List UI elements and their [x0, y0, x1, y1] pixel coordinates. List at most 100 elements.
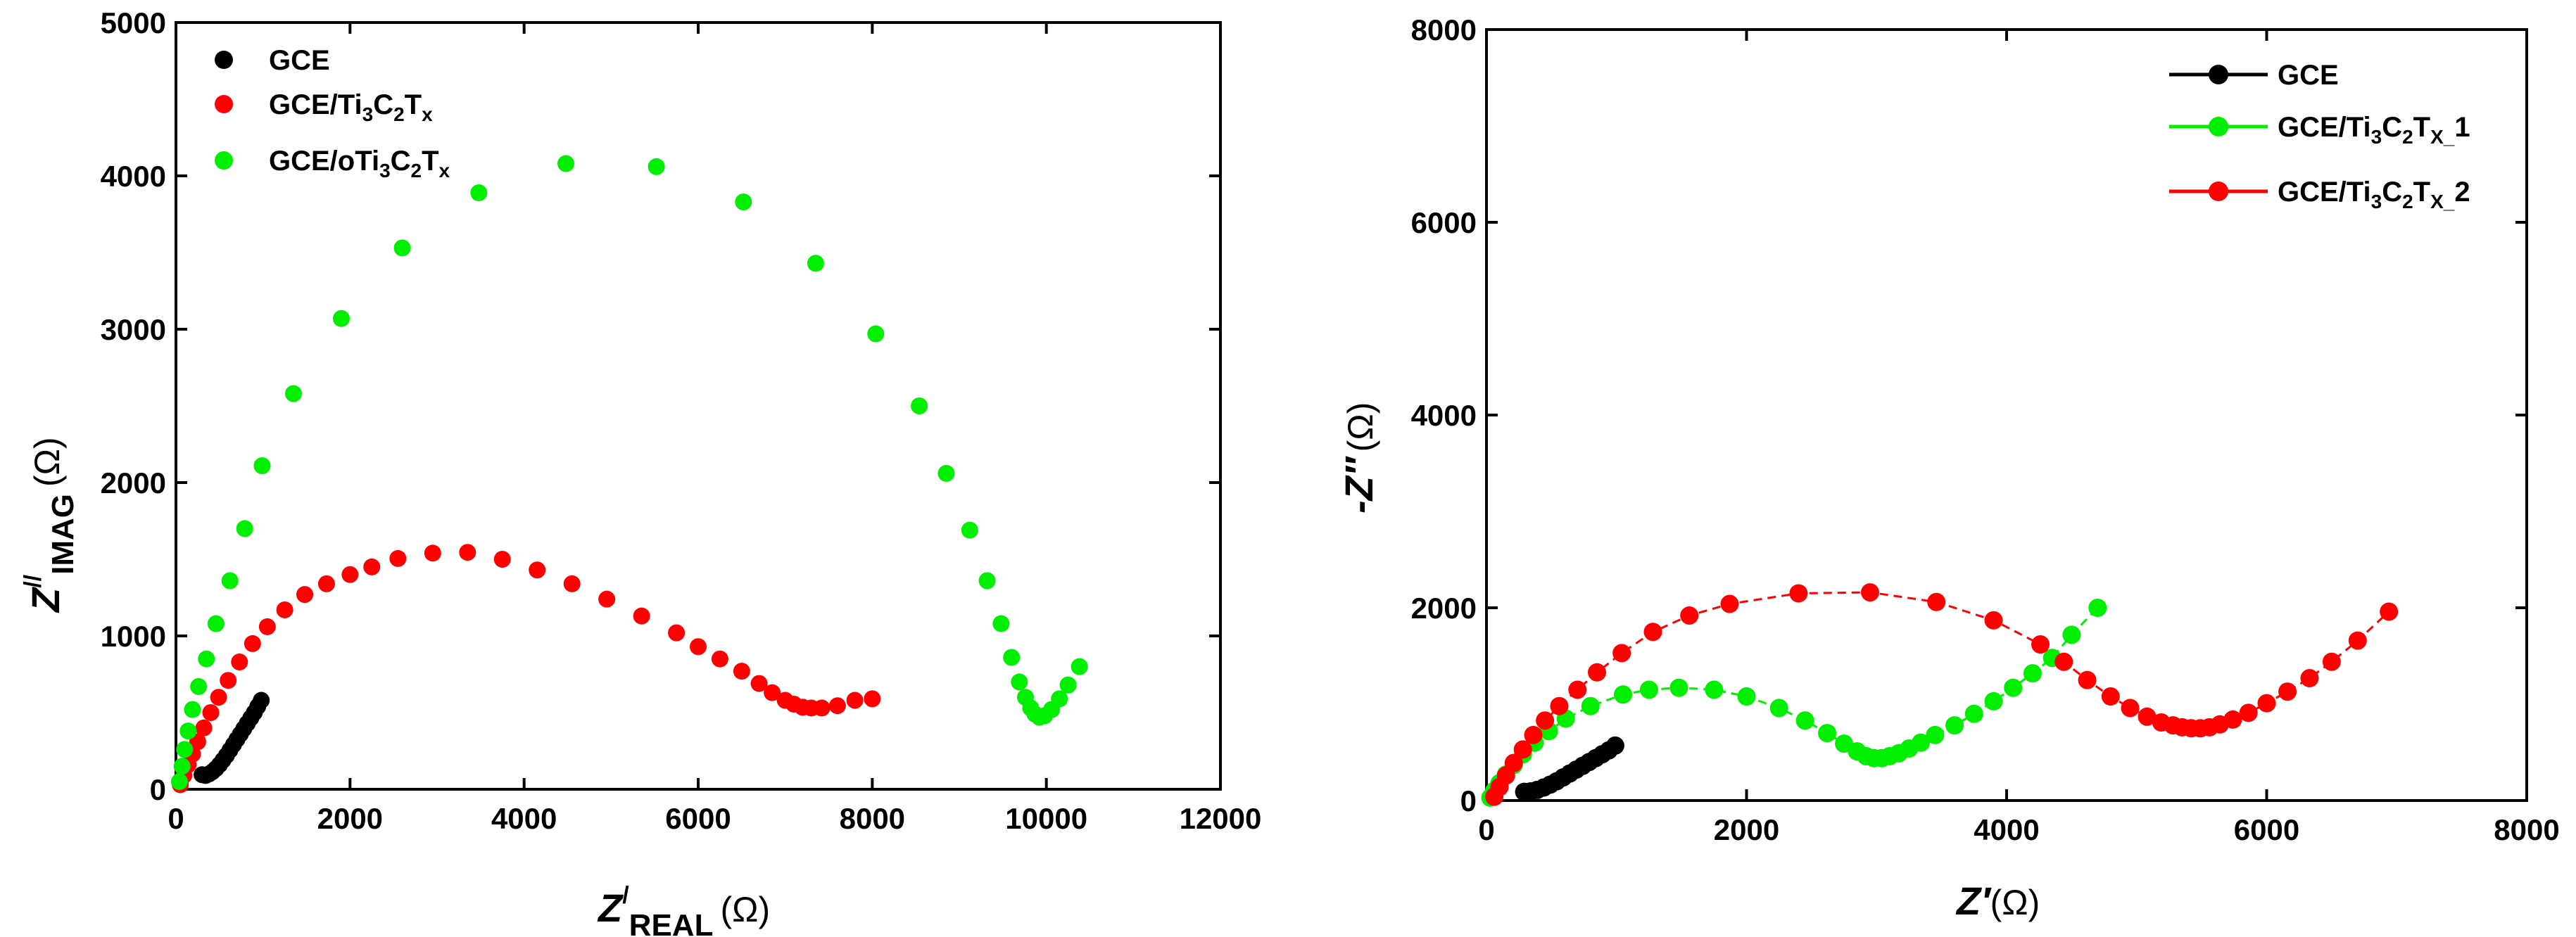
left-x-tick-label: 0 — [168, 802, 184, 835]
left-point-gce-oti3c2tx — [284, 385, 302, 402]
right-point-gce-ti3c2tx-2 — [2300, 669, 2319, 688]
right-point-gce-ti3c2tx-1 — [1964, 704, 1983, 723]
left-point-gce-ti3c2tx — [529, 561, 546, 579]
left-point-gce-ti3c2tx — [389, 549, 407, 567]
left-point-gce-oti3c2tx — [735, 193, 752, 211]
right-y-tick-label: 0 — [1460, 784, 1477, 817]
right-point-gce-ti3c2tx-2 — [1789, 584, 1808, 603]
right-point-gce-ti3c2tx-1 — [1945, 716, 1964, 735]
right-point-gce-ti3c2tx-2 — [1680, 606, 1699, 625]
right-point-gce-ti3c2tx-2 — [2322, 652, 2341, 671]
left-y-tick-label: 2000 — [101, 466, 166, 499]
chart-left: 0 2000 4000 6000 8000 10000 12000 0 1000… — [20, 6, 1261, 937]
left-point-gce-ti3c2tx — [846, 691, 864, 709]
left-point-gce-ti3c2tx — [424, 544, 441, 562]
legend-marker-ti3c2tx-2 — [2209, 181, 2228, 201]
right-point-gce-ti3c2tx-2 — [1927, 592, 1946, 611]
left-point-gce-oti3c2tx — [221, 572, 239, 589]
right-point-gce-ti3c2tx-2 — [1984, 611, 2003, 630]
left-y-tick-label: 1000 — [101, 620, 166, 653]
left-x-tick-label: 8000 — [840, 802, 905, 835]
right-point-gce-ti3c2tx-2 — [2078, 670, 2097, 689]
legend-marker-gce — [215, 51, 233, 69]
legend-marker-oti3c2tx — [215, 151, 233, 170]
legend-label-gce: GCE — [269, 45, 330, 76]
left-point-gce-ti3c2tx — [258, 618, 276, 635]
left-point-gce-oti3c2tx — [1059, 676, 1077, 694]
left-point-gce-oti3c2tx — [992, 615, 1010, 632]
left-point-gce-ti3c2tx — [459, 544, 476, 561]
left-point-gce-ti3c2tx — [733, 663, 750, 680]
left-point-gce-oti3c2tx — [470, 184, 488, 201]
right-x-tick-label: 6000 — [2234, 813, 2299, 846]
right-point-gce-ti3c2tx-1 — [1737, 687, 1756, 706]
left-point-gce-ti3c2tx — [598, 590, 616, 608]
left-point-gce-ti3c2tx — [341, 566, 359, 583]
left-point-gce-oti3c2tx — [1003, 649, 1021, 666]
left-point-gce-ti3c2tx — [864, 690, 881, 708]
right-point-gce-ti3c2tx-1 — [2088, 599, 2107, 617]
left-point-gce-oti3c2tx — [173, 758, 191, 775]
right-point-gce-ti3c2tx-1 — [1613, 685, 1632, 704]
left-point-gce-oti3c2tx — [911, 397, 928, 414]
right-data-points — [1481, 583, 2399, 807]
right-x-tick-label: 0 — [1478, 813, 1494, 846]
left-data-points — [170, 155, 1088, 793]
legend-label-ti3c2tx-2: GCE/Ti3C2TX_2 — [2278, 177, 2470, 212]
left-x-tick-label: 10000 — [1005, 802, 1087, 835]
left-point-gce-oti3c2tx — [978, 572, 996, 589]
left-point-gce-ti3c2tx — [363, 558, 381, 575]
left-point-gce-ti3c2tx — [296, 586, 314, 604]
left-x-tick-label: 12000 — [1180, 802, 1262, 835]
left-point-gce-ti3c2tx — [220, 672, 237, 689]
left-point-gce-oti3c2tx — [179, 722, 197, 740]
chart-right: 0 2000 4000 6000 8000 0 2000 4000 6000 8… — [1337, 13, 2560, 923]
left-point-gce-oti3c2tx — [867, 325, 885, 343]
right-point-gce-ti3c2tx-1 — [1926, 725, 1945, 744]
left-point-gce-ti3c2tx — [244, 635, 261, 652]
right-point-gce-ti3c2tx-1 — [1818, 724, 1837, 743]
left-point-gce-oti3c2tx — [648, 158, 665, 175]
right-point-gce-ti3c2tx-2 — [2239, 703, 2258, 722]
right-x-tick-label: 4000 — [1974, 813, 2039, 846]
right-point-gce-ti3c2tx-2 — [1504, 753, 1523, 772]
left-x-tick-label: 6000 — [665, 802, 731, 835]
left-point-gce-oti3c2tx — [393, 239, 411, 257]
right-point-gce-ti3c2tx-2 — [1568, 680, 1587, 699]
right-point-gce-ti3c2tx-1 — [2023, 664, 2042, 683]
right-point-gce-ti3c2tx-2 — [2054, 652, 2073, 671]
left-y-axis-title: Z//IMAG(Ω) — [20, 437, 80, 613]
left-point-gce-oti3c2tx — [961, 521, 978, 539]
left-point-gce-ti3c2tx — [195, 719, 213, 737]
legend-label-oti3c2tx: GCE/oTi3C2Tx — [269, 146, 450, 181]
left-point-gce-oti3c2tx — [807, 255, 824, 272]
right-point-gce-ti3c2tx-1 — [1984, 691, 2003, 710]
left-point-gce-ti3c2tx — [276, 601, 293, 618]
right-y-tick-labels: 0 2000 4000 6000 8000 — [1411, 13, 1477, 817]
left-y-tick-label: 5000 — [101, 6, 166, 39]
right-point-gce-ti3c2tx-1 — [1769, 699, 1788, 718]
left-point-gce-oti3c2tx — [253, 457, 271, 475]
left-y-tick-label: 4000 — [101, 160, 166, 193]
left-point-gce-oti3c2tx — [198, 650, 215, 668]
left-point-gce-oti3c2tx — [170, 773, 188, 791]
left-point-gce-ti3c2tx — [813, 699, 831, 717]
left-point-gce-ti3c2tx — [668, 624, 686, 642]
legend-label-gce: GCE — [2278, 60, 2339, 91]
right-point-gce-ti3c2tx-2 — [2380, 602, 2399, 621]
legend-marker-ti3c2tx-1 — [2209, 117, 2228, 136]
right-point-gce-ti3c2tx-2 — [1550, 696, 1569, 715]
left-point-gce-oti3c2tx — [1071, 658, 1088, 675]
legend-label-ti3c2tx: GCE/Ti3C2Tx — [269, 89, 433, 125]
right-point-gce-ti3c2tx-1 — [1581, 696, 1600, 715]
right-point-gce-ti3c2tx-1 — [2004, 678, 2023, 697]
left-point-gce-ti3c2tx — [210, 689, 227, 706]
left-point-gce-oti3c2tx — [176, 741, 194, 758]
left-point-gce-ti3c2tx — [493, 551, 511, 568]
left-axis-ticks — [175, 21, 1222, 791]
right-point-gce-ti3c2tx-2 — [1513, 740, 1532, 759]
right-point-gce-ti3c2tx-1 — [1669, 678, 1688, 697]
legend-label-ti3c2tx-1: GCE/Ti3C2TX_1 — [2278, 112, 2470, 148]
left-point-gce-ti3c2tx — [828, 697, 846, 715]
left-x-tick-label: 4000 — [491, 802, 557, 835]
